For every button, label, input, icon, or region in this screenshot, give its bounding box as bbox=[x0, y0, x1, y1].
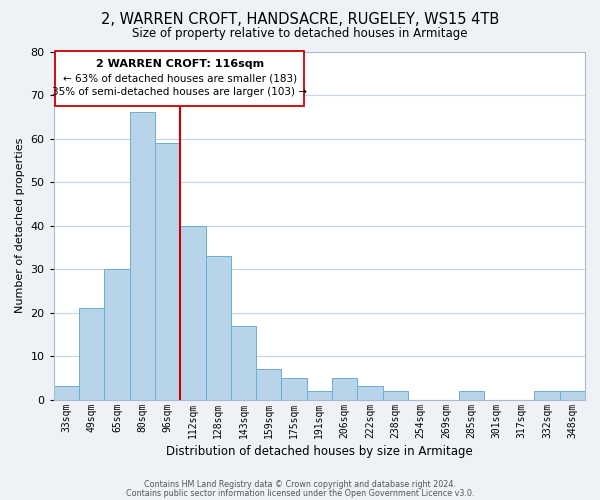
Bar bbox=[231, 326, 256, 400]
X-axis label: Distribution of detached houses by size in Armitage: Distribution of detached houses by size … bbox=[166, 444, 473, 458]
Bar bbox=[307, 391, 332, 400]
Bar bbox=[560, 391, 585, 400]
Text: Contains HM Land Registry data © Crown copyright and database right 2024.: Contains HM Land Registry data © Crown c… bbox=[144, 480, 456, 489]
Text: Contains public sector information licensed under the Open Government Licence v3: Contains public sector information licen… bbox=[126, 489, 474, 498]
Text: ← 63% of detached houses are smaller (183): ← 63% of detached houses are smaller (18… bbox=[62, 74, 296, 84]
Bar bbox=[155, 143, 180, 400]
Text: 2 WARREN CROFT: 116sqm: 2 WARREN CROFT: 116sqm bbox=[95, 60, 263, 70]
Bar bbox=[281, 378, 307, 400]
Bar bbox=[54, 386, 79, 400]
Text: 2, WARREN CROFT, HANDSACRE, RUGELEY, WS15 4TB: 2, WARREN CROFT, HANDSACRE, RUGELEY, WS1… bbox=[101, 12, 499, 28]
Bar bbox=[332, 378, 358, 400]
Text: 35% of semi-detached houses are larger (103) →: 35% of semi-detached houses are larger (… bbox=[52, 87, 307, 97]
Text: Size of property relative to detached houses in Armitage: Size of property relative to detached ho… bbox=[132, 28, 468, 40]
Bar bbox=[55, 52, 304, 106]
Bar bbox=[535, 391, 560, 400]
Bar bbox=[358, 386, 383, 400]
Bar bbox=[206, 256, 231, 400]
Bar bbox=[104, 269, 130, 400]
Bar bbox=[79, 308, 104, 400]
Y-axis label: Number of detached properties: Number of detached properties bbox=[15, 138, 25, 313]
Bar bbox=[180, 226, 206, 400]
Bar bbox=[130, 112, 155, 400]
Bar bbox=[383, 391, 408, 400]
Bar bbox=[256, 369, 281, 400]
Bar bbox=[458, 391, 484, 400]
